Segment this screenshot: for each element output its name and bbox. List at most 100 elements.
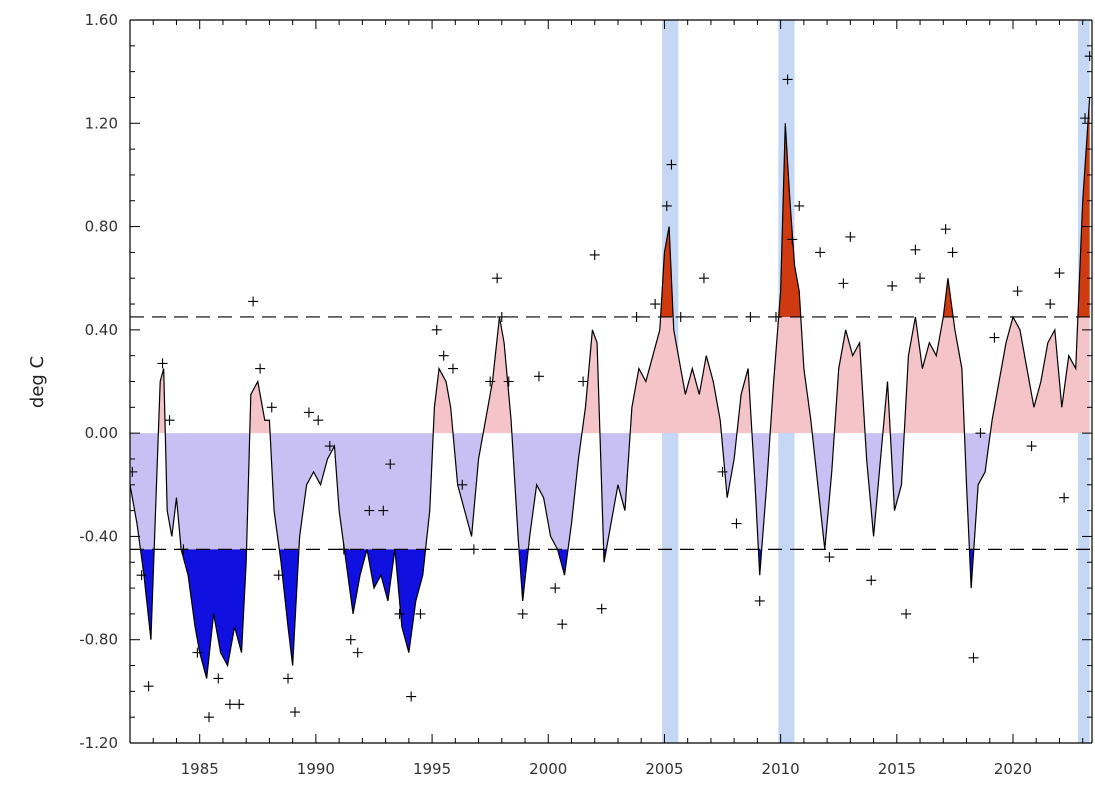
monthly-point — [794, 200, 805, 211]
monthly-point — [164, 415, 175, 426]
x-tick-label: 2010 — [762, 760, 800, 778]
y-tick-label: -1.20 — [79, 734, 118, 752]
monthly-point — [533, 371, 544, 382]
monthly-point — [666, 159, 677, 170]
monthly-point — [947, 247, 958, 258]
anomaly-line — [130, 97, 1091, 679]
strong-positive-fill — [499, 97, 1090, 317]
monthly-point — [589, 249, 600, 260]
x-tick-label: 1990 — [297, 760, 335, 778]
monthly-point — [866, 575, 877, 586]
monthly-point — [1012, 286, 1023, 297]
monthly-point — [824, 552, 835, 563]
x-tick-label: 2000 — [529, 760, 567, 778]
y-axis-title: deg C — [27, 356, 48, 408]
monthly-point — [845, 231, 856, 242]
x-tick-label: 1995 — [413, 760, 451, 778]
monthly-point — [492, 273, 503, 284]
monthly-point — [130, 466, 138, 477]
monthly-point — [273, 570, 284, 581]
x-tick-label: 2020 — [994, 760, 1032, 778]
monthly-point — [394, 608, 405, 619]
monthly-point — [255, 363, 266, 374]
monthly-point — [204, 712, 215, 723]
monthly-point — [378, 505, 389, 516]
anomaly-fill-areas — [130, 97, 1090, 679]
monthly-point — [550, 583, 561, 594]
monthly-point — [975, 428, 986, 439]
monthly-point — [345, 634, 356, 645]
monthly-points — [130, 51, 1092, 723]
monthly-point — [283, 673, 294, 684]
monthly-point — [675, 311, 686, 322]
monthly-point — [661, 200, 672, 211]
monthly-point — [717, 466, 728, 477]
monthly-point — [915, 273, 926, 284]
x-tick-label: 1985 — [181, 760, 219, 778]
monthly-point — [157, 358, 168, 369]
monthly-point — [136, 570, 147, 581]
monthly-point — [557, 619, 568, 630]
y-tick-label: 0.40 — [85, 321, 118, 339]
monthly-point — [224, 699, 235, 710]
monthly-point — [1080, 113, 1091, 124]
monthly-point — [192, 647, 203, 658]
monthly-point — [406, 691, 417, 702]
monthly-point — [770, 311, 781, 322]
monthly-point — [468, 544, 479, 555]
monthly-point — [324, 441, 335, 452]
monthly-point — [213, 673, 224, 684]
monthly-point — [1045, 299, 1056, 310]
monthly-point — [503, 376, 514, 387]
monthly-point — [415, 608, 426, 619]
monthly-point — [745, 311, 756, 322]
monthly-point — [178, 544, 189, 555]
monthly-point — [457, 479, 468, 490]
y-tick-label: 0.80 — [85, 218, 118, 236]
positive-fill — [158, 316, 1090, 434]
monthly-point — [248, 296, 259, 307]
monthly-point — [431, 324, 442, 335]
monthly-point — [698, 273, 709, 284]
monthly-point — [1084, 51, 1092, 62]
monthly-point — [731, 518, 742, 529]
monthly-point — [143, 681, 154, 692]
monthly-point — [447, 363, 458, 374]
y-tick-label: 1.20 — [85, 114, 118, 132]
monthly-point — [596, 603, 607, 614]
monthly-point — [1026, 441, 1037, 452]
y-tick-label: 0.00 — [85, 424, 118, 442]
monthly-point — [338, 544, 349, 555]
monthly-point — [303, 407, 314, 418]
y-tick-label: -0.40 — [79, 527, 118, 545]
monthly-point — [266, 402, 277, 413]
monthly-point — [385, 459, 396, 470]
monthly-point — [1059, 492, 1070, 503]
monthly-point — [910, 244, 921, 255]
monthly-point — [940, 224, 951, 235]
x-tick-label: 2015 — [878, 760, 916, 778]
monthly-point — [438, 350, 449, 361]
monthly-point — [989, 332, 1000, 343]
negative-fill — [130, 433, 1090, 550]
monthly-point — [901, 608, 912, 619]
monthly-point — [782, 74, 793, 85]
monthly-point — [650, 299, 661, 310]
monthly-point — [815, 247, 826, 258]
x-tick-label: 2005 — [645, 760, 683, 778]
monthly-point — [968, 652, 979, 663]
monthly-point — [887, 280, 898, 291]
monthly-point — [364, 505, 375, 516]
y-tick-label: 1.60 — [85, 11, 118, 29]
monthly-point — [578, 376, 589, 387]
monthly-point — [485, 376, 496, 387]
anomaly-line-layer — [130, 97, 1091, 679]
axes: 1985 1990 1995 2000 2005 2010 2015 2020 -1.20 -0.… — [79, 11, 1093, 778]
y-tick-label: -0.80 — [79, 631, 118, 649]
monthly-point — [313, 415, 324, 426]
monthly-point — [496, 311, 507, 322]
monthly-point — [838, 278, 849, 289]
monthly-point — [289, 707, 300, 718]
monthly-point — [234, 699, 245, 710]
